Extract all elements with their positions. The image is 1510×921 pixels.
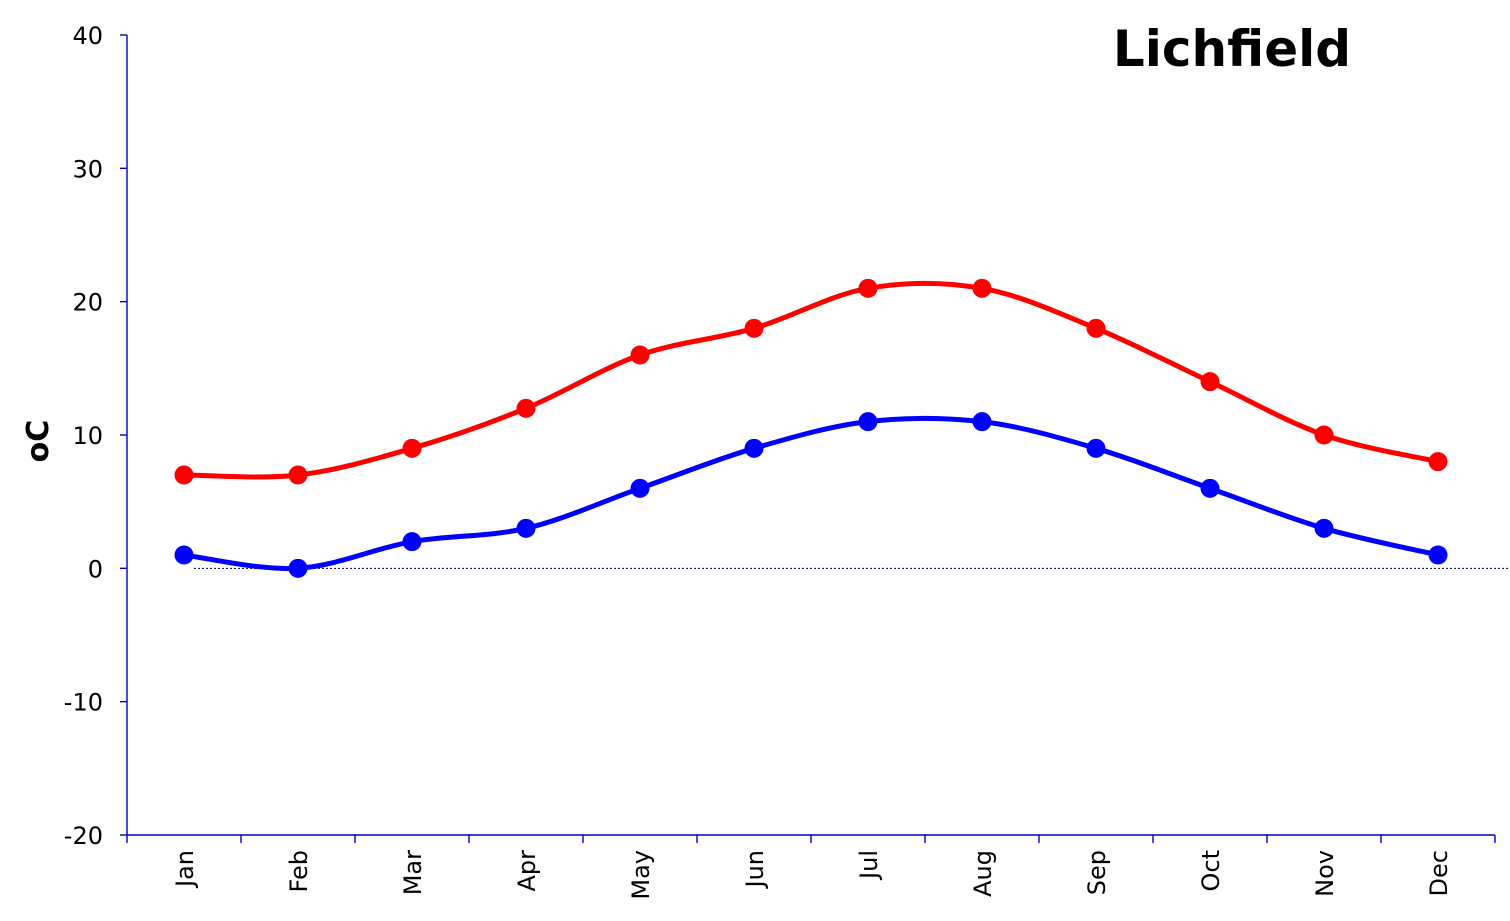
x-tick-labels: Jan Feb Mar Apr May Jun Jul Aug Sep Oct Nov Dec <box>171 850 1453 900</box>
data-point <box>174 545 194 565</box>
x-tick-label: Apr <box>513 850 541 892</box>
data-point <box>744 438 764 458</box>
y-tick-labels: 40 30 20 10 0 -10 -20 <box>64 22 103 850</box>
y-tick-label: 30 <box>72 155 103 183</box>
x-tick-label: May <box>627 850 655 900</box>
data-point <box>402 438 422 458</box>
data-point <box>630 478 650 498</box>
data-point <box>858 412 878 432</box>
y-axis-label-text: oC <box>21 420 56 463</box>
x-tick-label: Feb <box>285 850 313 893</box>
series-line-2 <box>181 415 1441 572</box>
y-tick-label: 0 <box>88 555 103 583</box>
data-point <box>744 318 764 338</box>
x-tick-label: Sep <box>1083 850 1111 895</box>
y-tick-label: -20 <box>64 822 103 850</box>
x-tick-label: Jan <box>171 850 199 889</box>
y-tick-label: 20 <box>72 289 103 317</box>
y-tick-label: -10 <box>64 689 103 717</box>
data-point <box>1428 545 1448 565</box>
x-tick-label: Nov <box>1311 850 1339 897</box>
data-point <box>288 558 308 578</box>
series-line-1 <box>181 280 1441 480</box>
data-point <box>402 532 422 552</box>
y-tick-label: 40 <box>72 22 103 50</box>
data-point <box>858 278 878 298</box>
data-point <box>1200 478 1220 498</box>
x-tick-label: Jul <box>855 850 883 881</box>
data-point <box>630 345 650 365</box>
data-point <box>1314 425 1334 445</box>
series-group <box>174 278 1448 578</box>
x-tick-label: Aug <box>969 850 997 897</box>
data-point <box>1428 452 1448 472</box>
data-point <box>288 465 308 485</box>
data-point <box>174 465 194 485</box>
data-point <box>972 278 992 298</box>
data-point <box>516 518 536 538</box>
x-tick-label: Jun <box>741 850 769 890</box>
y-tick-label: 10 <box>72 422 103 450</box>
data-point <box>1314 518 1334 538</box>
y-axis-label: oC <box>21 420 56 463</box>
chart-title: Lichfield <box>1113 20 1351 78</box>
x-tick-label: Mar <box>399 850 427 895</box>
x-tick-label: Oct <box>1197 850 1225 892</box>
data-point <box>516 398 536 418</box>
data-point <box>972 412 992 432</box>
data-point <box>1086 438 1106 458</box>
x-tick-label: Dec <box>1425 850 1453 896</box>
axes <box>120 34 1510 843</box>
data-point <box>1200 372 1220 392</box>
data-point <box>1086 318 1106 338</box>
